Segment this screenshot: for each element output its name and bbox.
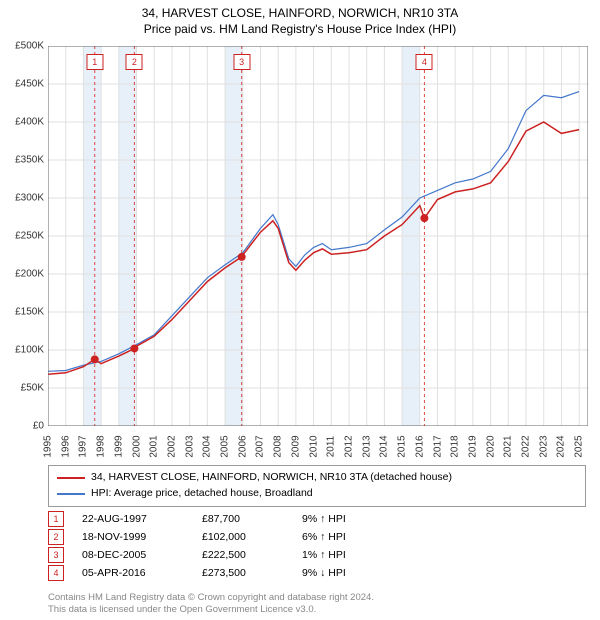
transaction-date: 05-APR-2016: [82, 567, 202, 579]
x-tick-label: 2012: [343, 435, 354, 457]
transaction-marker: 2: [48, 529, 64, 545]
transaction-pct: 9% ↓ HPI: [302, 567, 422, 579]
y-tick-label: £400K: [2, 117, 44, 128]
transaction-marker: 3: [48, 547, 64, 563]
x-tick-label: 2011: [326, 436, 337, 458]
x-tick-label: 2017: [432, 435, 443, 457]
marker-box: 1: [86, 54, 103, 70]
transaction-marker: 1: [48, 511, 64, 527]
transaction-date: 08-DEC-2005: [82, 549, 202, 561]
x-tick-label: 2014: [379, 435, 390, 457]
x-tick-label: 2021: [503, 435, 514, 457]
y-tick-label: £500K: [2, 41, 44, 52]
x-tick-label: 2024: [556, 435, 567, 457]
transaction-date: 18-NOV-1999: [82, 531, 202, 543]
transactions-table: 1 22-AUG-1997 £87,700 9% ↑ HPI 2 18-NOV-…: [48, 510, 568, 582]
x-tick-label: 2019: [467, 435, 478, 457]
transaction-price: £102,000: [202, 531, 302, 543]
marker-box: 3: [233, 54, 250, 70]
x-tick-label: 2008: [273, 435, 284, 457]
x-tick-label: 2023: [538, 435, 549, 457]
y-tick-label: £50K: [2, 383, 44, 394]
transaction-price: £87,700: [202, 513, 302, 525]
x-tick-label: 1997: [78, 435, 89, 457]
chart-svg: [48, 46, 588, 426]
x-tick-label: 2020: [485, 435, 496, 457]
chart-container: 34, HARVEST CLOSE, HAINFORD, NORWICH, NR…: [0, 0, 600, 620]
x-tick-label: 2016: [414, 435, 425, 457]
x-tick-label: 2022: [521, 435, 532, 457]
x-tick-label: 2010: [308, 435, 319, 457]
chart-title: 34, HARVEST CLOSE, HAINFORD, NORWICH, NR…: [0, 0, 600, 37]
transaction-row: 4 05-APR-2016 £273,500 9% ↓ HPI: [48, 564, 568, 582]
y-tick-label: £200K: [2, 269, 44, 280]
transaction-marker: 4: [48, 565, 64, 581]
transaction-pct: 1% ↑ HPI: [302, 549, 422, 561]
y-tick-label: £350K: [2, 155, 44, 166]
x-tick-label: 1998: [96, 435, 107, 457]
x-tick-label: 1995: [43, 435, 54, 457]
transaction-price: £273,500: [202, 567, 302, 579]
transaction-row: 3 08-DEC-2005 £222,500 1% ↑ HPI: [48, 546, 568, 564]
x-tick-label: 2000: [131, 435, 142, 457]
marker-box: 4: [416, 54, 433, 70]
x-tick-label: 2005: [220, 435, 231, 457]
x-tick-label: 1999: [113, 435, 124, 457]
x-tick-label: 2015: [397, 435, 408, 457]
footnote-line-2: This data is licensed under the Open Gov…: [48, 604, 374, 616]
legend-text-2: HPI: Average price, detached house, Broa…: [91, 486, 313, 502]
legend-text-1: 34, HARVEST CLOSE, HAINFORD, NORWICH, NR…: [91, 470, 452, 486]
x-tick-label: 2009: [290, 435, 301, 457]
legend-swatch-2: [57, 493, 85, 495]
y-tick-label: £300K: [2, 193, 44, 204]
x-tick-label: 1996: [60, 435, 71, 457]
x-tick-label: 2025: [574, 435, 585, 457]
footnote: Contains HM Land Registry data © Crown c…: [48, 592, 374, 616]
transaction-date: 22-AUG-1997: [82, 513, 202, 525]
legend-row-2: HPI: Average price, detached house, Broa…: [57, 486, 577, 502]
x-tick-label: 2013: [361, 435, 372, 457]
title-line-2: Price paid vs. HM Land Registry's House …: [0, 22, 600, 38]
y-tick-label: £450K: [2, 79, 44, 90]
title-line-1: 34, HARVEST CLOSE, HAINFORD, NORWICH, NR…: [0, 6, 600, 22]
marker-box: 2: [126, 54, 143, 70]
footnote-line-1: Contains HM Land Registry data © Crown c…: [48, 592, 374, 604]
x-tick-label: 2002: [166, 435, 177, 457]
x-tick-label: 2006: [237, 435, 248, 457]
legend-row-1: 34, HARVEST CLOSE, HAINFORD, NORWICH, NR…: [57, 470, 577, 486]
transaction-pct: 9% ↑ HPI: [302, 513, 422, 525]
chart-area: £0£50K£100K£150K£200K£250K£300K£350K£400…: [48, 46, 588, 426]
x-tick-label: 2003: [184, 435, 195, 457]
y-tick-label: £150K: [2, 307, 44, 318]
x-tick-label: 2001: [149, 435, 160, 457]
legend-swatch-1: [57, 477, 85, 479]
y-tick-label: £100K: [2, 345, 44, 356]
transaction-row: 2 18-NOV-1999 £102,000 6% ↑ HPI: [48, 528, 568, 546]
transaction-price: £222,500: [202, 549, 302, 561]
legend: 34, HARVEST CLOSE, HAINFORD, NORWICH, NR…: [48, 465, 586, 507]
transaction-pct: 6% ↑ HPI: [302, 531, 422, 543]
x-tick-label: 2007: [255, 435, 266, 457]
y-tick-label: £250K: [2, 231, 44, 242]
x-tick-label: 2018: [450, 435, 461, 457]
transaction-row: 1 22-AUG-1997 £87,700 9% ↑ HPI: [48, 510, 568, 528]
x-tick-label: 2004: [202, 435, 213, 457]
y-tick-label: £0: [2, 421, 44, 432]
